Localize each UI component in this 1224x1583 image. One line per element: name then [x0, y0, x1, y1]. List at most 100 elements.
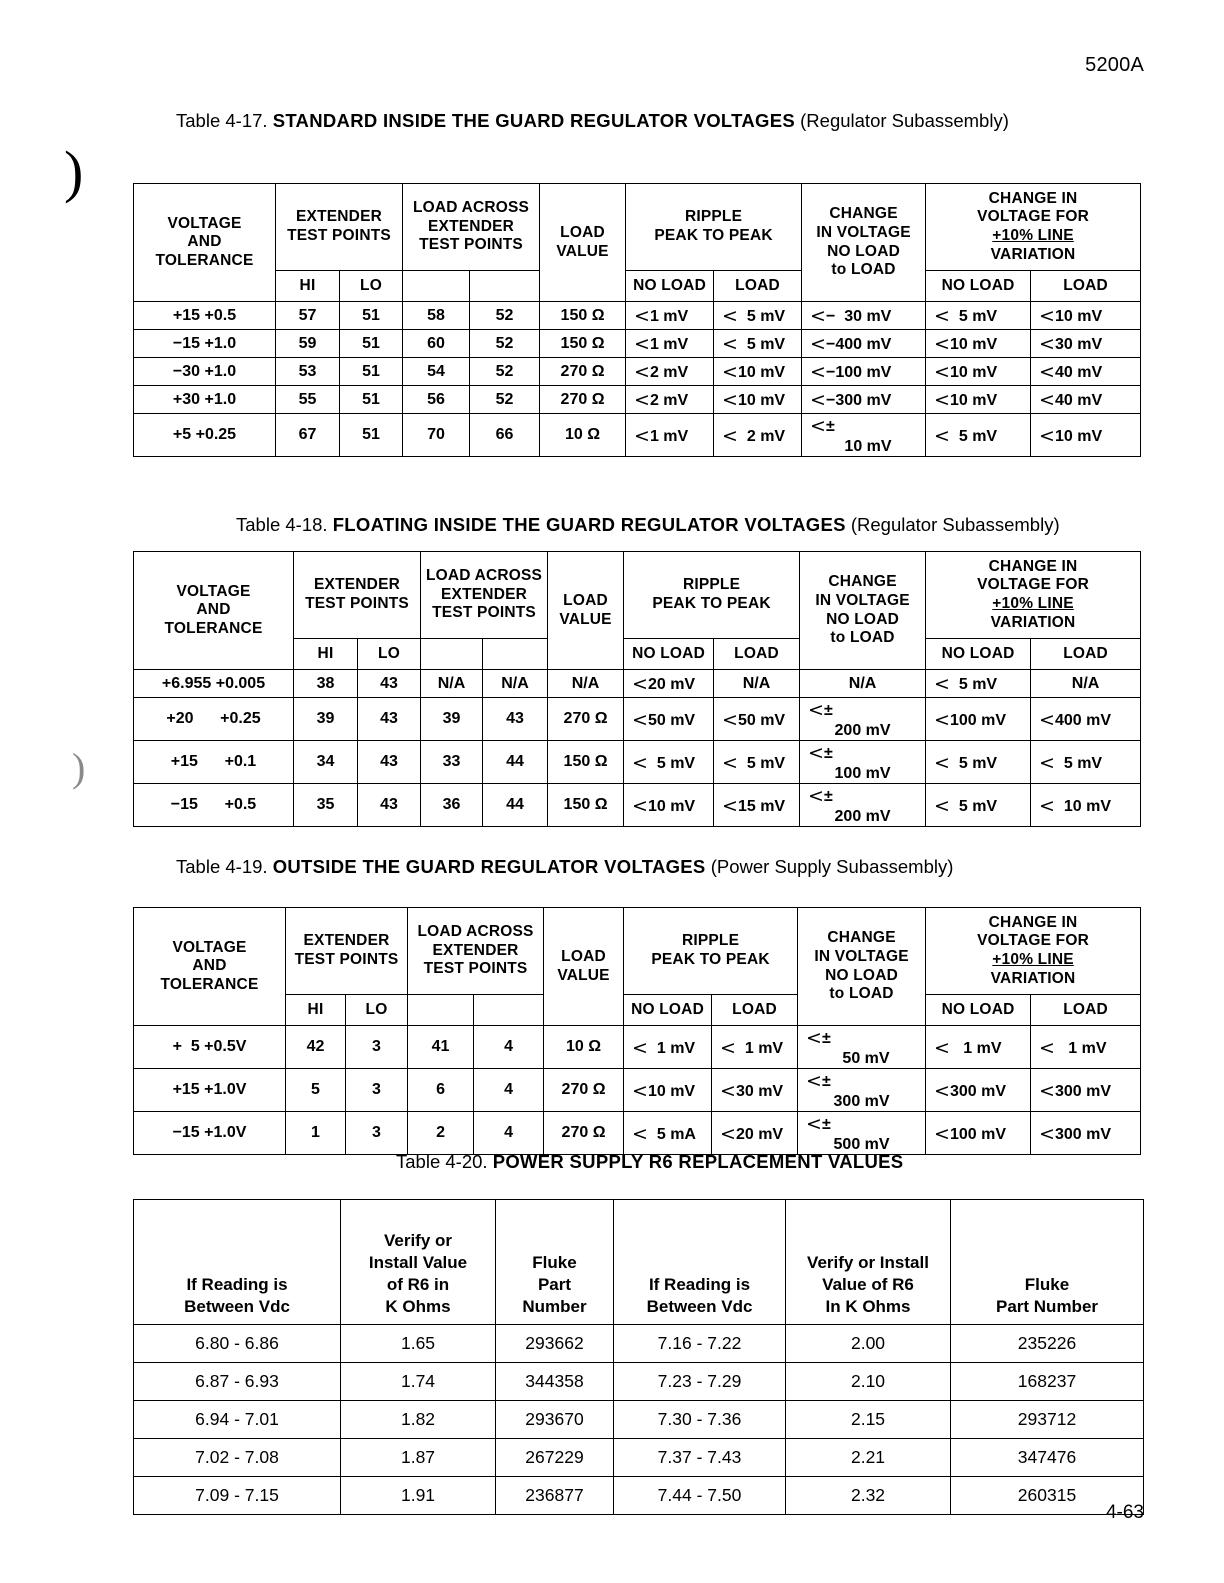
voltage-tolerance-cell: +6.955 +0.005 — [133, 669, 294, 698]
ripple-no-load-cell: < 5 mV — [623, 739, 715, 784]
th-ripple-load: LOAD — [711, 994, 799, 1026]
th-line: In K Ohms — [825, 1296, 911, 1316]
th-line: VOLTAGE FOR — [977, 932, 1089, 950]
change-no-load-to-load-cell: <± 10 mV — [801, 413, 927, 457]
th-line: EXTENDER — [441, 585, 528, 603]
caption-table-4-18: Table 4-18. FLOATING INSIDE THE GUARD RE… — [236, 514, 1060, 536]
fluke-part-number-b: 347476 — [950, 1438, 1144, 1477]
extender-lo-cell: 3 — [344, 1110, 409, 1155]
th-line: IN VOLTAGE — [815, 591, 910, 609]
r6-value-a: 1.87 — [340, 1438, 496, 1477]
change-no-load-to-load-cell: <−100 mV — [801, 357, 927, 386]
load-across-hi-cell: N/A — [420, 669, 484, 698]
extender-lo-cell: 43 — [356, 782, 422, 827]
th-line: Install Value — [368, 1252, 468, 1272]
th-fluke-part-number-a: Fluke Part Number — [495, 1199, 614, 1325]
table-4-20-header-row: If Reading is Between Vdc Verify or Inst… — [133, 1199, 1144, 1325]
table-row: +15 +0.5 57 51 58 52 150 Ω <1 mV < 5 mV <− 30 mV… — [133, 301, 1142, 330]
extender-lo-cell: 51 — [338, 301, 404, 330]
line-load-cell: < 1 mV — [1030, 1025, 1142, 1069]
ripple-no-load-cell: <10 mV — [623, 782, 715, 827]
load-value-cell: 270 Ω — [543, 1110, 625, 1155]
load-across-hi-cell: 36 — [420, 782, 484, 827]
th-line: Verify or Install — [807, 1252, 929, 1272]
caption-title: FLOATING INSIDE THE GUARD REGULATOR VOLT… — [332, 514, 846, 535]
th-load-across-extender-test-points: LOAD ACROSS EXTENDER TEST POINTS — [407, 907, 545, 995]
th-load-value: LOAD VALUE — [543, 907, 625, 1026]
th-line: VARIATION — [990, 613, 1076, 631]
th-line-load: LOAD — [1030, 994, 1142, 1026]
extender-hi-cell: 35 — [293, 782, 358, 827]
th-line-no-load: NO LOAD — [925, 270, 1032, 302]
th-line: AND — [192, 957, 227, 975]
th-change-in-voltage-for-line-variation: CHANGE IN VOLTAGE FOR +10% LINE VARIATIO… — [925, 551, 1142, 639]
reading-range-b: 7.23 - 7.29 — [613, 1362, 786, 1401]
th-line: VALUE — [556, 242, 609, 260]
voltage-tolerance-cell: +20 +0.25 — [133, 697, 294, 741]
load-across-lo-cell: 52 — [469, 385, 541, 414]
th-ripple-load: LOAD — [713, 638, 801, 670]
th-line: EXTENDER — [428, 217, 515, 235]
table-row: 7.02 - 7.08 1.87 267229 7.37 - 7.43 2.21 3474… — [133, 1438, 1144, 1477]
th-line: to LOAD — [830, 629, 895, 647]
ripple-load-cell: <10 mV — [713, 385, 803, 414]
ripple-no-load-cell: <1 mV — [625, 329, 715, 358]
th-voltage-and-tolerance: VOLTAGE AND TOLERANCE — [133, 551, 294, 670]
voltage-tolerance-cell: + 5 +0.5V — [133, 1025, 286, 1069]
margin-mark-1: ) — [64, 139, 84, 204]
line-no-load-cell: < 5 mV — [925, 739, 1032, 784]
load-value-cell: N/A — [547, 669, 625, 698]
th-extender-test-points: EXTENDER TEST POINTS — [274, 183, 404, 271]
load-across-lo-cell: 66 — [469, 413, 541, 457]
reading-range-b: 7.44 - 7.50 — [613, 1476, 786, 1515]
th-blank — [407, 994, 475, 1026]
extender-hi-cell: 34 — [293, 739, 358, 784]
th-line: LOAD ACROSS — [425, 567, 543, 585]
th-line: CHANGE IN — [988, 189, 1078, 207]
th-line: K Ohms — [385, 1296, 451, 1316]
ripple-no-load-cell: <2 mV — [625, 385, 715, 414]
fluke-part-number-a: 293662 — [495, 1324, 614, 1363]
load-value-cell: 150 Ω — [539, 329, 627, 358]
load-value-cell: 270 Ω — [539, 385, 627, 414]
extender-lo-cell: 51 — [338, 413, 404, 457]
line-load-cell: <40 mV — [1030, 357, 1142, 386]
ripple-load-cell: <10 mV — [713, 357, 803, 386]
load-value-cell: 10 Ω — [543, 1025, 625, 1069]
caption-lead: Table 4-19. — [176, 856, 268, 877]
th-line: LOAD ACROSS — [417, 923, 534, 941]
change-no-load-to-load-cell: <±300 mV — [797, 1067, 927, 1112]
load-across-hi-cell: 6 — [407, 1067, 475, 1112]
line-no-load-cell: <10 mV — [925, 329, 1032, 358]
r6-value-b: 2.00 — [785, 1324, 951, 1363]
th-line: Fluke — [532, 1252, 577, 1272]
th-line: VOLTAGE — [167, 214, 242, 232]
extender-lo-cell: 3 — [344, 1025, 409, 1069]
extender-lo-cell: 43 — [356, 739, 422, 784]
ripple-no-load-cell: <1 mV — [625, 301, 715, 330]
th-line: NO LOAD — [825, 966, 898, 984]
th-lo: LO — [356, 638, 422, 670]
voltage-tolerance-cell: −15 +0.5 — [133, 782, 294, 827]
ripple-load-cell: N/A — [713, 669, 801, 698]
extender-hi-cell: 5 — [285, 1067, 346, 1112]
th-line: Number — [522, 1296, 587, 1316]
th-voltage-and-tolerance: VOLTAGE AND TOLERANCE — [133, 183, 276, 302]
extender-hi-cell: 38 — [293, 669, 358, 698]
th-if-reading-is-between-vdc-a: If Reading is Between Vdc — [133, 1199, 341, 1325]
line-no-load-cell: <300 mV — [925, 1067, 1032, 1112]
th-line: PEAK TO PEAK — [651, 951, 770, 968]
line-no-load-cell: < 5 mV — [925, 413, 1032, 457]
th-line: CHANGE — [829, 205, 898, 223]
load-across-lo-cell: 52 — [469, 357, 541, 386]
table-row: −15 +1.0 59 51 60 52 150 Ω <1 mV < 5 mV <−400 mV… — [133, 329, 1142, 358]
th-blank — [482, 638, 549, 670]
th-line: NO LOAD — [826, 610, 899, 628]
voltage-tolerance-cell: +15 +0.5 — [133, 301, 276, 330]
ripple-load-cell: <30 mV — [711, 1067, 799, 1112]
th-ripple-load: LOAD — [713, 270, 803, 302]
ripple-no-load-cell: <20 mV — [623, 669, 715, 698]
line-no-load-cell: < 5 mV — [925, 301, 1032, 330]
ripple-no-load-cell: < 1 mV — [623, 1025, 713, 1069]
